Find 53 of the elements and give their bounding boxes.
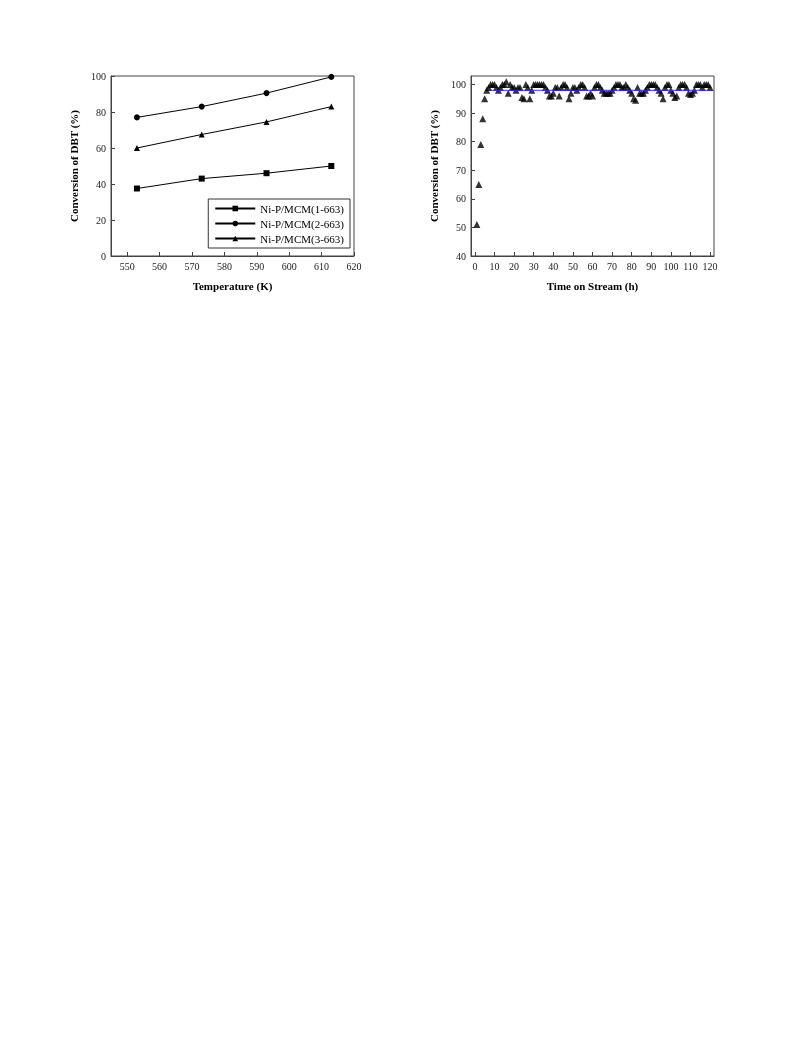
point bbox=[133, 145, 140, 151]
y-tick-label: 80 bbox=[456, 136, 466, 148]
point bbox=[263, 170, 270, 177]
legend-label: Ni-P/MCM(3-663) bbox=[260, 232, 345, 246]
x-tick-label: 60 bbox=[587, 260, 598, 272]
x-tick-label: 50 bbox=[567, 260, 578, 272]
x-tick-label: 560 bbox=[152, 260, 168, 272]
y-tick-label: 40 bbox=[456, 250, 466, 262]
y-tick-label: 40 bbox=[96, 178, 106, 190]
x-tick-label: 80 bbox=[626, 260, 637, 272]
point bbox=[328, 73, 335, 80]
y-tick-label: 0 bbox=[101, 250, 106, 262]
x-tick-label: 120 bbox=[702, 260, 718, 272]
point bbox=[328, 103, 335, 110]
y-tick-label: 50 bbox=[456, 221, 466, 233]
x-tick-label: 590 bbox=[249, 260, 265, 272]
y-axis-title: Conversion of DBT (%) bbox=[67, 109, 81, 222]
x-tick-label: 70 bbox=[607, 260, 618, 272]
x-tick-label: 620 bbox=[346, 260, 362, 272]
point bbox=[263, 118, 270, 125]
point bbox=[198, 131, 205, 138]
x-tick-label: 610 bbox=[314, 260, 330, 272]
y-tick-label: 60 bbox=[96, 142, 106, 154]
legend-label: Ni-P/MCM(2-663) bbox=[260, 217, 345, 231]
x-tick-label: 570 bbox=[184, 260, 200, 272]
x-tick-label: 110 bbox=[683, 260, 698, 272]
point bbox=[133, 185, 140, 192]
y-tick-label: 100 bbox=[91, 70, 106, 82]
point bbox=[198, 175, 205, 182]
point bbox=[263, 90, 270, 97]
x-tick-label: 580 bbox=[216, 260, 232, 272]
point bbox=[133, 114, 140, 121]
x-axis-title: Temperature (K) bbox=[192, 279, 273, 293]
x-axis-title: Time on Stream (h) bbox=[546, 279, 639, 293]
x-tick-label: 30 bbox=[528, 260, 539, 272]
x-tick-label: 20 bbox=[509, 260, 520, 272]
point bbox=[328, 163, 335, 169]
y-axis-title: Conversion of DBT (%) bbox=[427, 109, 441, 222]
x-tick-label: 0 bbox=[472, 260, 478, 272]
x-tick-label: 90 bbox=[646, 260, 657, 272]
point bbox=[198, 103, 205, 110]
y-tick-label: 100 bbox=[451, 79, 466, 91]
x-tick-label: 100 bbox=[663, 260, 679, 272]
x-tick-label: 40 bbox=[548, 260, 559, 272]
y-tick-label: 80 bbox=[96, 106, 106, 118]
x-tick-label: 10 bbox=[489, 260, 500, 272]
y-tick-label: 60 bbox=[456, 193, 466, 205]
x-tick-label: 600 bbox=[281, 260, 297, 272]
y-tick-label: 90 bbox=[456, 107, 466, 119]
legend-label: Ni-P/MCM(1-663) bbox=[260, 202, 345, 216]
y-tick-label: 70 bbox=[456, 164, 466, 176]
y-tick-label: 20 bbox=[96, 214, 106, 226]
x-tick-label: 550 bbox=[119, 260, 135, 272]
